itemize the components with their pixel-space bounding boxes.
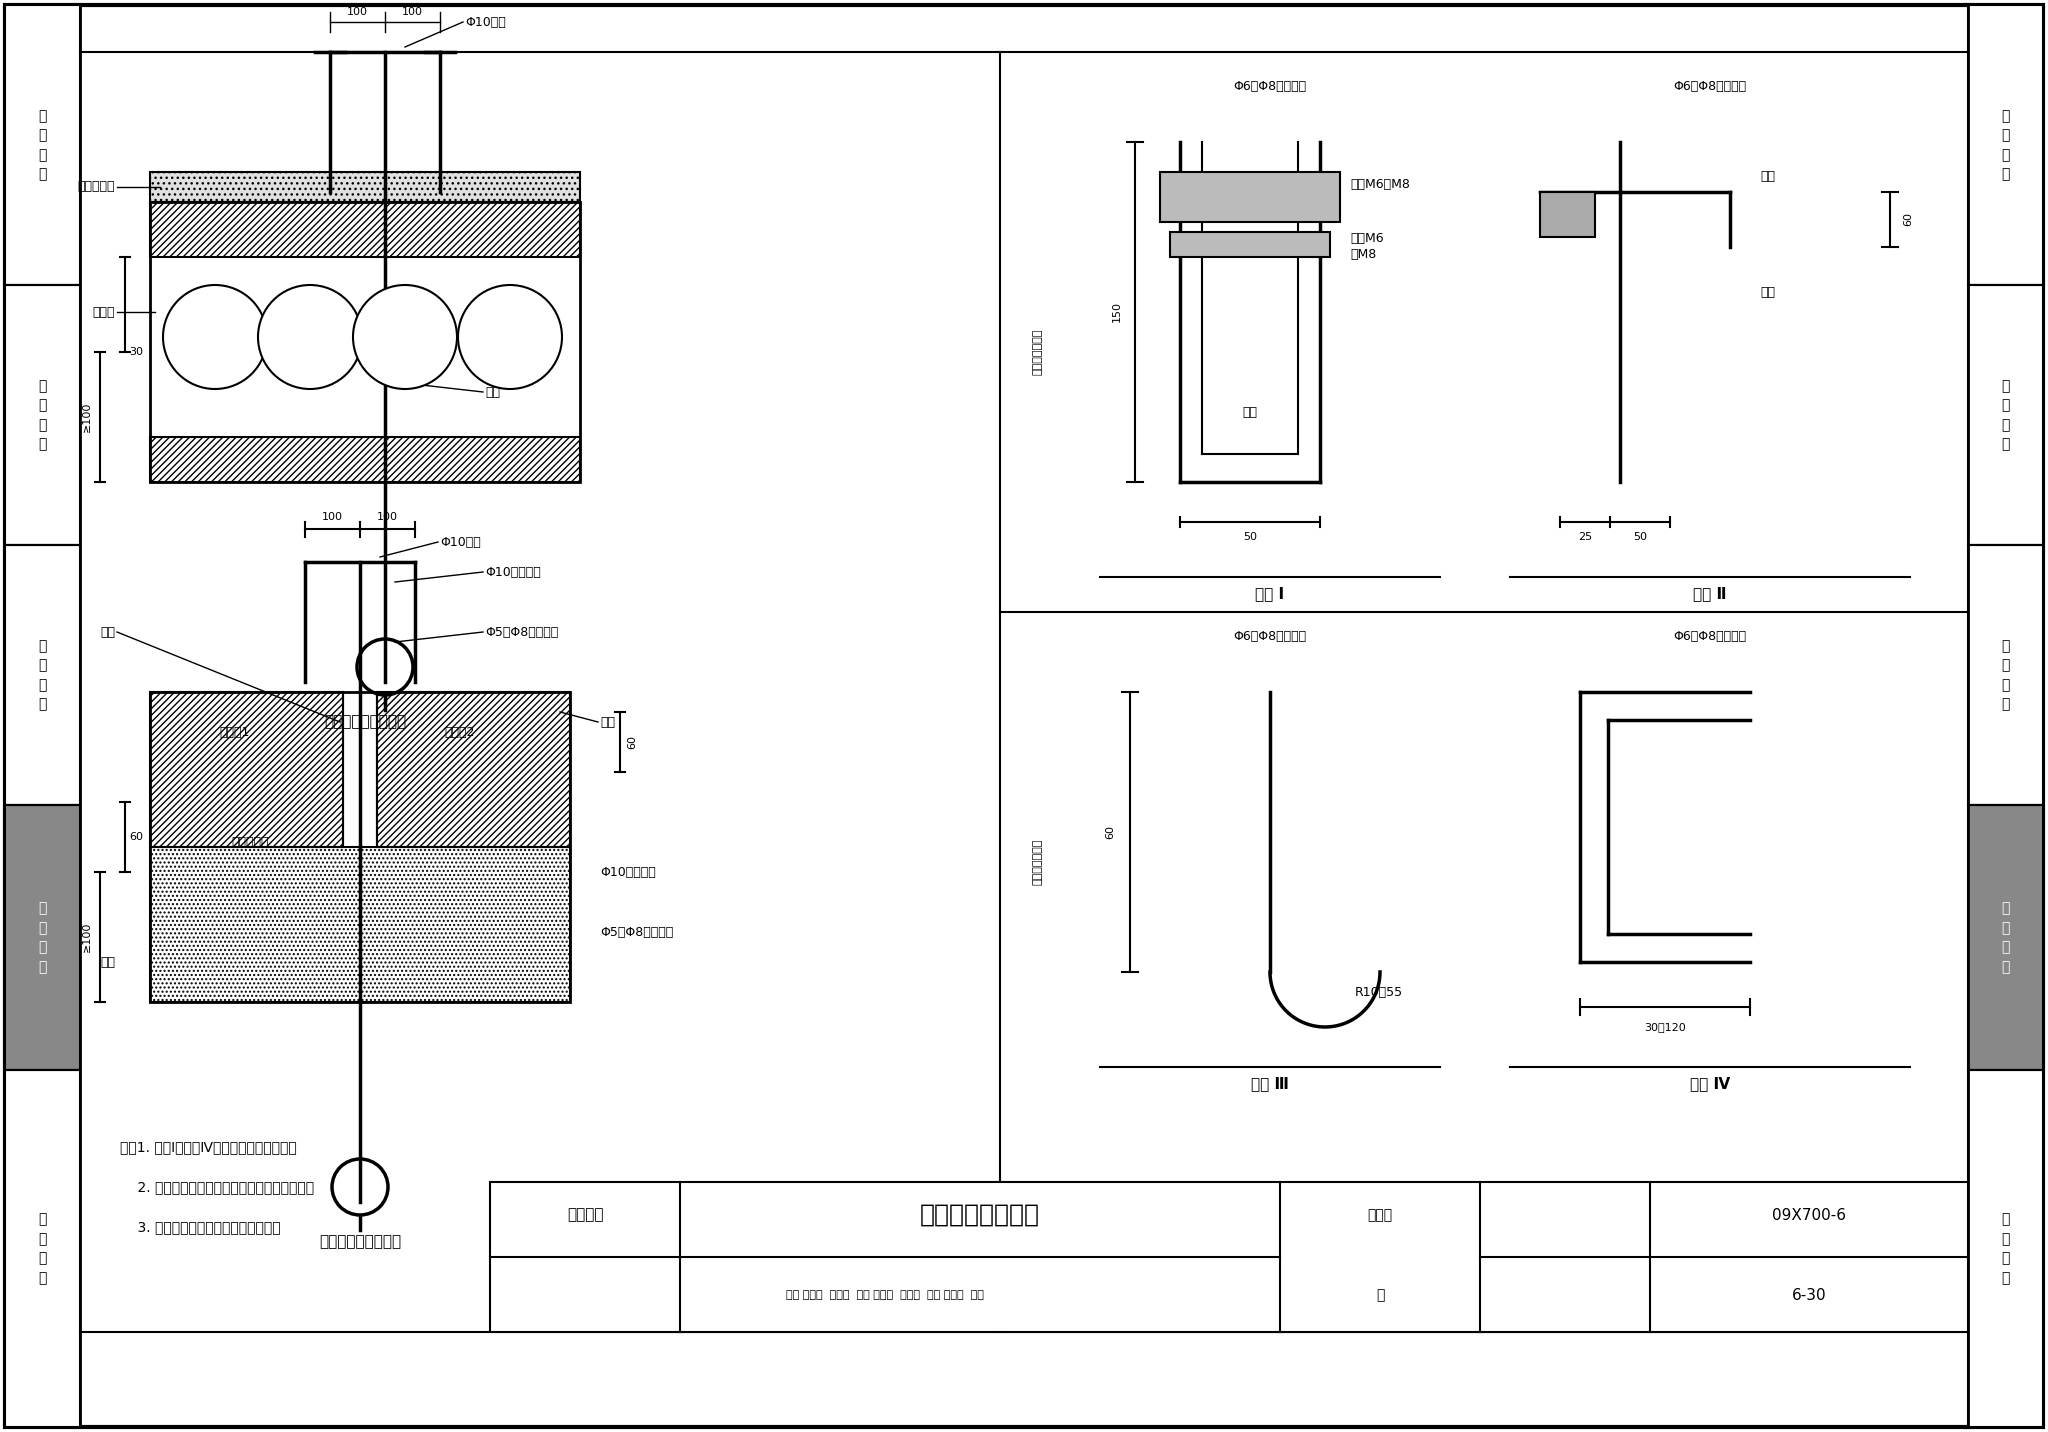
Text: 60: 60 (1903, 212, 1913, 226)
Text: 设备吊装做法详图: 设备吊装做法详图 (920, 1203, 1040, 1227)
Text: 60: 60 (129, 832, 143, 842)
Text: 100: 100 (377, 513, 397, 523)
Text: 设
备
安
装: 设 备 安 装 (2001, 901, 2009, 974)
Text: R10～55: R10～55 (1356, 985, 1403, 998)
Text: 供
电
电
源: 供 电 电 源 (37, 378, 47, 451)
Bar (4, 285, 80, 546)
Bar (1968, 4, 2044, 285)
Text: Φ10钢筋吊杆: Φ10钢筋吊杆 (600, 865, 655, 878)
Text: 页: 页 (1376, 1287, 1384, 1302)
Bar (489, 1181, 1968, 1332)
Text: 60: 60 (627, 735, 637, 749)
Text: 焊接: 焊接 (1759, 170, 1776, 183)
Text: 100: 100 (322, 513, 342, 523)
Text: 螺帽M6或M8: 螺帽M6或M8 (1350, 178, 1409, 190)
Text: 防
雷
接
地: 防 雷 接 地 (37, 1213, 47, 1285)
Bar (1540, 192, 1595, 238)
Text: Φ10钢箍: Φ10钢箍 (465, 16, 506, 29)
Text: 焊接: 焊接 (600, 716, 614, 729)
Text: Φ10钢箍: Φ10钢箍 (440, 536, 481, 548)
Text: 09X700-6: 09X700-6 (1772, 1207, 1845, 1223)
Text: 供
电
电
源: 供 电 电 源 (2001, 378, 2009, 451)
Bar (4, 805, 80, 1070)
Bar (1159, 172, 1339, 222)
Text: 机
房
工
程: 机 房 工 程 (37, 109, 47, 182)
Bar (4, 546, 80, 805)
Text: 焊接: 焊接 (1759, 285, 1776, 298)
Circle shape (164, 285, 266, 390)
Bar (1968, 805, 2044, 1070)
Text: Φ6或Φ8钢筋吊杆: Φ6或Φ8钢筋吊杆 (1233, 80, 1307, 93)
Text: 缆
线
敷
设: 缆 线 敷 设 (2001, 639, 2009, 712)
Circle shape (258, 285, 362, 390)
Text: Φ6或Φ8钢筋吊杆: Φ6或Φ8钢筋吊杆 (1233, 630, 1307, 643)
Text: 或M8: 或M8 (1350, 248, 1376, 261)
Text: 25: 25 (1577, 533, 1591, 541)
Text: 板缝: 板缝 (100, 626, 115, 639)
Text: Φ5或Φ8钢筋吊杆: Φ5或Φ8钢筋吊杆 (485, 626, 559, 639)
Bar (1169, 232, 1329, 256)
Text: 吊杆在空心板缝安装: 吊杆在空心板缝安装 (324, 715, 406, 729)
Text: 钢筋混凝土: 钢筋混凝土 (231, 835, 268, 849)
Bar (1968, 1070, 2044, 1428)
Text: Φ5或Φ8钢筋吊杆: Φ5或Φ8钢筋吊杆 (600, 925, 674, 938)
Text: 50: 50 (1632, 533, 1647, 541)
Text: 100: 100 (346, 7, 367, 17)
Text: Φ10钢筋吊杆: Φ10钢筋吊杆 (485, 566, 541, 579)
Text: 屋面板1: 屋面板1 (219, 726, 250, 739)
Text: Φ6或Φ8钢筋吊杆: Φ6或Φ8钢筋吊杆 (1673, 630, 1747, 643)
Bar (1968, 546, 2044, 805)
Text: 细石混凝土: 细石混凝土 (78, 180, 115, 193)
Text: 注：1. 方案Ⅰ～方案Ⅳ可根据工程设计选用。: 注：1. 方案Ⅰ～方案Ⅳ可根据工程设计选用。 (121, 1140, 297, 1154)
Text: 50: 50 (1243, 533, 1257, 541)
Text: 6-30: 6-30 (1792, 1287, 1827, 1303)
Text: 方案 Ⅰ: 方案 Ⅰ (1255, 587, 1284, 601)
Bar (4, 4, 80, 285)
Bar (150, 172, 580, 202)
Text: Φ6或Φ8钢筋吊杆: Φ6或Φ8钢筋吊杆 (1673, 80, 1747, 93)
Bar (4, 1070, 80, 1428)
Text: 设
备
安
装: 设 备 安 装 (37, 901, 47, 974)
Text: 空心板: 空心板 (92, 305, 115, 318)
Text: 100: 100 (401, 7, 422, 17)
Text: 方案 Ⅲ: 方案 Ⅲ (1251, 1077, 1288, 1091)
Text: 2. 吊杆钢筋的直径根据吊装设备的质量确定。: 2. 吊杆钢筋的直径根据吊装设备的质量确定。 (121, 1180, 313, 1194)
Text: 焊接: 焊接 (485, 385, 500, 398)
Text: 设备安装: 设备安装 (567, 1207, 604, 1223)
Text: 焊接: 焊接 (100, 955, 115, 968)
Text: 3. 吊板、吊钩、吊杆均刷防腐油漆。: 3. 吊板、吊钩、吊杆均刷防腐油漆。 (121, 1220, 281, 1234)
Text: 由工程设计确定: 由工程设计确定 (1032, 329, 1042, 375)
Text: 屋面板2: 屋面板2 (444, 726, 475, 739)
Text: ≥100: ≥100 (82, 402, 92, 432)
Text: 150: 150 (1112, 302, 1122, 322)
Circle shape (352, 285, 457, 390)
Text: 机
房
工
程: 机 房 工 程 (2001, 109, 2009, 182)
Text: 审核 郭锡坤  邹仙仲  校对 李焕娣  金俊玲  设计 李雪佩  签名: 审核 郭锡坤 邹仙仲 校对 李焕娣 金俊玲 设计 李雪佩 签名 (786, 1290, 983, 1300)
Text: 30～120: 30～120 (1645, 1022, 1686, 1032)
Text: 防
雷
接
地: 防 雷 接 地 (2001, 1213, 2009, 1285)
Text: 30: 30 (129, 347, 143, 357)
Text: 60: 60 (1106, 825, 1114, 839)
Text: 方案 Ⅳ: 方案 Ⅳ (1690, 1077, 1731, 1091)
Bar (150, 202, 580, 483)
Text: 缆
线
敷
设: 缆 线 敷 设 (37, 639, 47, 712)
Text: 图集号: 图集号 (1368, 1209, 1393, 1221)
Text: 方案 Ⅱ: 方案 Ⅱ (1694, 587, 1726, 601)
Text: 由工程设计确定: 由工程设计确定 (1032, 839, 1042, 885)
Text: 焊接: 焊接 (1243, 405, 1257, 418)
Bar (150, 692, 569, 1002)
Bar (1968, 285, 2044, 546)
Circle shape (459, 285, 561, 390)
Text: 垫圈M6: 垫圈M6 (1350, 232, 1384, 245)
Text: 吊杆在屋面板缝安装: 吊杆在屋面板缝安装 (319, 1234, 401, 1250)
Text: ≥100: ≥100 (82, 922, 92, 952)
